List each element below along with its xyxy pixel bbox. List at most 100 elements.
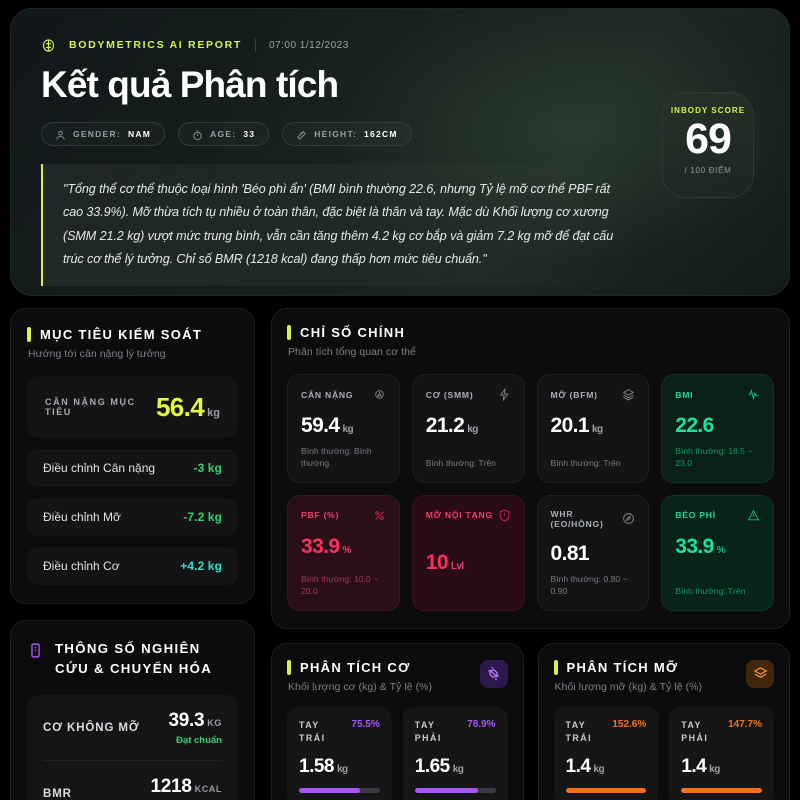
limb-card-top: TAY TRÁI 152.6%: [566, 719, 647, 745]
metric-card: PBF (%) 33.9% Bình thường: 10.0 ~ 20.0: [287, 494, 400, 611]
score-label: INBODY SCORE: [670, 106, 746, 115]
limb-name: TAY TRÁI: [299, 719, 326, 743]
brand-name: BODYMETRICS AI REPORT: [69, 39, 242, 51]
metric-card-label: PBF (%): [301, 510, 340, 521]
research-panel-title: THÔNG SỐ NGHIÊN CỨU & CHUYỂN HÓA: [55, 641, 213, 676]
lean-mass-values: 39.3 KG Đạt chuẩn: [169, 710, 222, 746]
metric-card-top: PBF (%): [301, 509, 386, 522]
metric-card-unit: %: [342, 544, 351, 556]
limb-name: TAY PHẢI: [414, 719, 442, 743]
metric-card-top: CÂN NẶNG: [301, 388, 386, 401]
page-title: Kết quả Phân tích: [41, 64, 339, 105]
ai-summary-text: "Tổng thể cơ thể thuộc loại hình 'Béo ph…: [63, 181, 614, 266]
brand-line: BODYMETRICS AI REPORT 07:00 1/12/2023: [41, 37, 759, 53]
research-row-lean-mass: CƠ KHÔNG MỠ 39.3 KG Đạt chuẩn: [43, 695, 222, 760]
metric-card-top: BÉO PHÌ: [675, 509, 760, 522]
metric-card-note: Bình thường: Bình thường: [301, 446, 372, 469]
limb-percent: 75.5%: [351, 718, 380, 730]
metric-card-note: Bình thường: 0.80 ~ 0.90: [550, 573, 628, 597]
target-weight-label: CÂN NẶNG MỤC TIÊU: [45, 397, 136, 417]
compass-icon: [622, 512, 635, 525]
limb-unit: kg: [452, 764, 464, 776]
scale-icon: [373, 388, 386, 401]
metrics-panel-header: CHỈ SỐ CHÍNH: [287, 325, 774, 340]
limb-card-top: TAY PHẢI 78.9%: [415, 719, 496, 745]
adjust-muscle-row: Điều chỉnh Cơ +4.2 kg: [27, 547, 238, 585]
adjust-weight-value: -3 kg: [193, 461, 222, 475]
goal-panel: MỤC TIÊU KIỂM SOÁT Hướng tới cân nặng lý…: [10, 308, 255, 604]
metric-card-unit: Lvl: [450, 560, 464, 572]
metric-card-unit: %: [716, 544, 726, 556]
metric-card-top: BMI: [675, 388, 760, 401]
muscle-panel-header: PHÂN TÍCH CƠ Khối lượng cơ (kg) & Tỷ lệ …: [287, 659, 508, 693]
metric-card-value: 20.1 kg: [550, 414, 604, 437]
limb-value: 1.4 kg: [565, 756, 605, 778]
limb-unit: kg: [593, 764, 605, 776]
inbody-score-badge: INBODY SCORE 69 / 100 ĐIỂM: [662, 92, 754, 198]
adjust-weight-label: Điều chỉnh Cân nặng: [43, 461, 156, 475]
limb-progress-bar: [681, 788, 762, 794]
metric-card-unit: kg: [467, 424, 478, 435]
metric-card-note: Bình thường: Trên: [675, 586, 746, 597]
metrics-panel-title: CHỈ SỐ CHÍNH: [300, 325, 406, 340]
metric-card-note: Bình thường: Trên: [425, 458, 496, 469]
accent-bar: [287, 659, 291, 675]
metric-card-label: MỠ NỘI TẠNG: [425, 510, 493, 521]
accent-bar: [27, 327, 31, 342]
metric-card-note: Bình thường: Trên: [550, 458, 621, 469]
metric-card-top: CƠ (SMM): [425, 387, 511, 402]
adjust-fat-value: -7.2 kg: [183, 510, 222, 524]
limb-card-top: TAY PHẢI 147.7%: [681, 719, 762, 745]
metric-card: CƠ (SMM) 21.2 kg Bình thường: Trên: [411, 374, 525, 483]
metric-card-value: 33.9%: [301, 534, 351, 558]
muscle-title-row: PHÂN TÍCH CƠ: [287, 659, 432, 675]
pulse-icon: [747, 388, 760, 401]
bolt-icon: [498, 387, 511, 402]
score-value: 69: [685, 115, 732, 163]
stopwatch-icon: [192, 128, 203, 141]
metric-card-top: WHR (EO/HÔNG): [551, 509, 636, 529]
limb-card: TAY PHẢI 147.7% 1.4 kg: [669, 706, 774, 800]
limb-card-top: TAY TRÁI 75.5%: [299, 719, 380, 745]
target-weight-value-group: 56.4 kg: [156, 392, 220, 423]
fat-panel-titles: PHÂN TÍCH MỠ Khối lượng mỡ (kg) & Tỷ lệ …: [553, 659, 703, 693]
target-weight-box: CÂN NẶNG MỤC TIÊU 56.4 kg: [27, 376, 238, 438]
goal-panel-subtitle: Hướng tới cân nặng lý tưởng: [28, 348, 166, 360]
right-column: CHỈ SỐ CHÍNH Phân tích tổng quan cơ thể …: [271, 308, 790, 800]
limb-value: 1.4 kg: [681, 756, 720, 778]
pill-age-label: AGE:: [210, 128, 237, 139]
ruler-icon: [296, 128, 307, 141]
person-icon: [55, 128, 66, 141]
research-panel: THÔNG SỐ NGHIÊN CỨU & CHUYỂN HÓA CƠ KHÔN…: [10, 620, 255, 800]
metric-card-label: CƠ (SMM): [425, 389, 474, 400]
lean-mass-note: Đạt chuẩn: [176, 734, 222, 746]
metric-card-label: CÂN NẶNG: [301, 389, 354, 400]
pill-gender-label: GENDER:: [73, 128, 121, 139]
metric-card-note: Bình thường: 10.0 ~ 20.0: [301, 573, 379, 597]
pill-age: AGE: 33: [178, 121, 270, 146]
accent-bar: [553, 659, 558, 675]
lean-mass-unit: KG: [207, 717, 222, 728]
target-weight-value: 56.4: [155, 391, 205, 422]
metric-card-note: Bình thường: 18.5 ~ 23.0: [675, 446, 753, 469]
goal-panel-header: MỤC TIÊU KIỂM SOÁT: [27, 327, 238, 342]
content-columns: MỤC TIÊU KIỂM SOÁT Hướng tới cân nặng lý…: [10, 308, 790, 800]
limb-percent: 152.6%: [612, 718, 647, 730]
metric-card-value: 0.81: [550, 541, 590, 565]
percent-icon: [373, 509, 386, 522]
divider: [254, 38, 256, 52]
metric-card-label: MỠ (BFM): [550, 389, 598, 400]
profile-pill-group: GENDER: NAM AGE: 33 HEIGHT: 162CM: [41, 121, 759, 146]
shield-icon: [498, 509, 511, 522]
limb-card: TAY PHẢI 78.9% 1.65 kg: [402, 706, 508, 800]
metric-card: MỠ (BFM) 20.1 kg Bình thường: Trên: [536, 374, 650, 483]
bmr-value: 1218: [150, 775, 192, 797]
layers-icon: [746, 659, 774, 688]
goal-panel-title: MỤC TIÊU KIỂM SOÁT: [40, 327, 203, 342]
metric-card-value: 10 Lvl: [425, 550, 464, 574]
score-unit: / 100 ĐIỂM: [684, 165, 732, 175]
muscle-panel-title: PHÂN TÍCH CƠ: [300, 659, 411, 675]
fat-panel-header: PHÂN TÍCH MỠ Khối lượng mỡ (kg) & Tỷ lệ …: [553, 659, 774, 693]
metric-card: WHR (EO/HÔNG) 0.81 Bình thường: 0.80 ~ 0.9…: [536, 494, 650, 611]
